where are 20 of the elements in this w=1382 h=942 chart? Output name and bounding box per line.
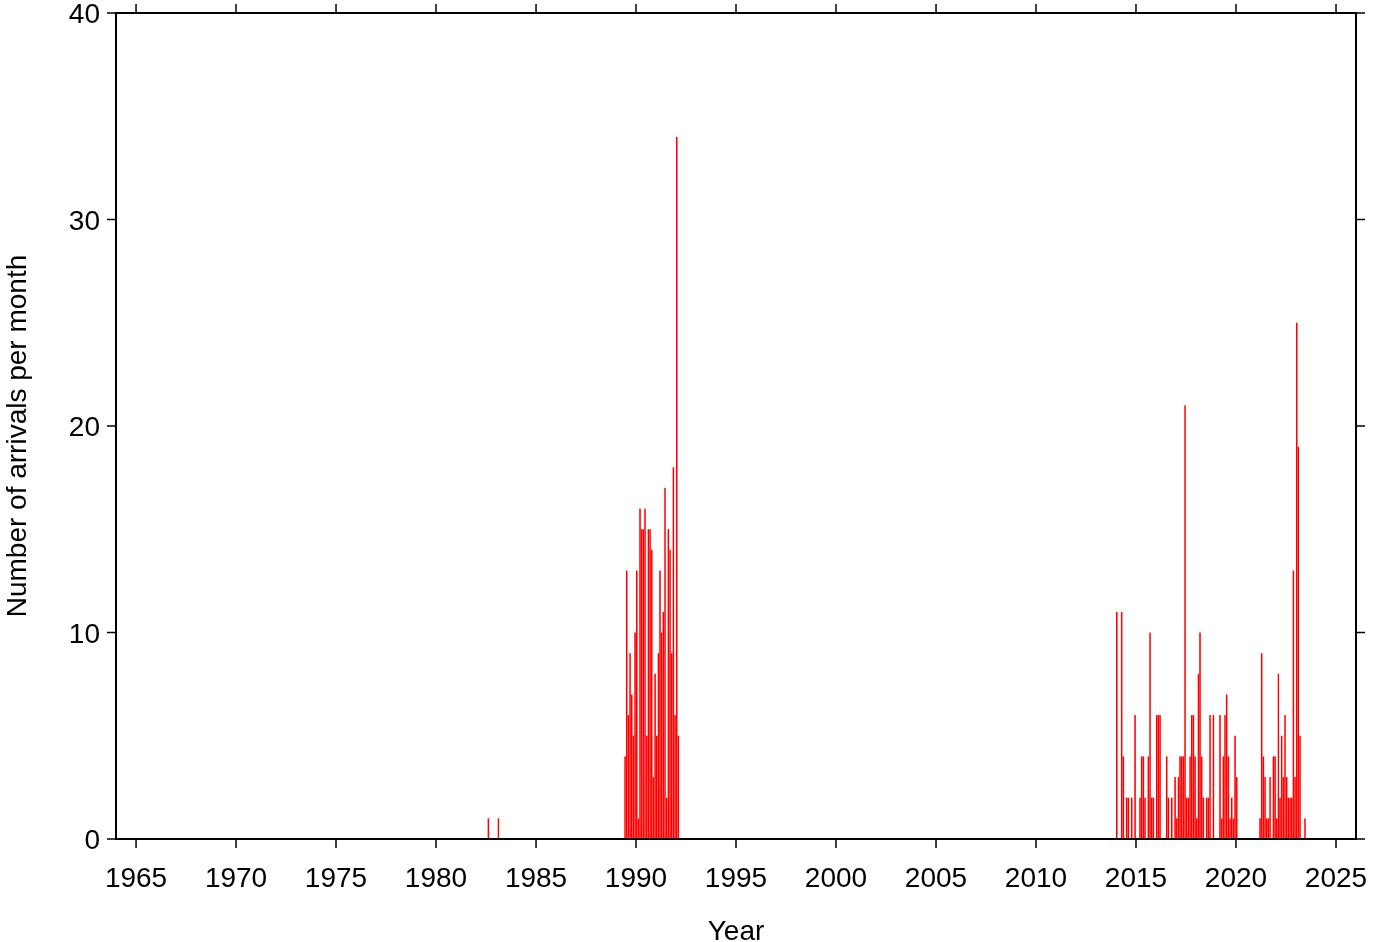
x-tick-label: 2000 <box>804 862 868 893</box>
y-tick-label: 0 <box>84 824 100 855</box>
x-tick-label: 1975 <box>304 862 368 893</box>
x-axis-title: Year <box>707 915 765 942</box>
x-tick-label: 2005 <box>904 862 968 893</box>
x-tick-label: 1965 <box>104 862 168 893</box>
x-tick-label: 2015 <box>1104 862 1168 893</box>
y-tick-label: 10 <box>68 617 100 649</box>
y-axis-title: Number of arrivals per month <box>1 254 32 618</box>
x-tick-label: 1990 <box>604 862 668 893</box>
y-tick-label: 20 <box>68 411 100 442</box>
x-tick-label: 1995 <box>704 862 768 893</box>
x-tick-label: 1970 <box>204 862 268 893</box>
y-tick-label: 30 <box>68 204 100 236</box>
x-tick-label: 2025 <box>1304 862 1368 893</box>
x-tick-label: 2010 <box>1004 862 1068 893</box>
x-tick-label: 2020 <box>1204 862 1268 893</box>
y-tick-label: 40 <box>68 0 100 29</box>
x-tick-label: 1980 <box>404 862 468 893</box>
x-tick-label: 1985 <box>504 862 568 893</box>
